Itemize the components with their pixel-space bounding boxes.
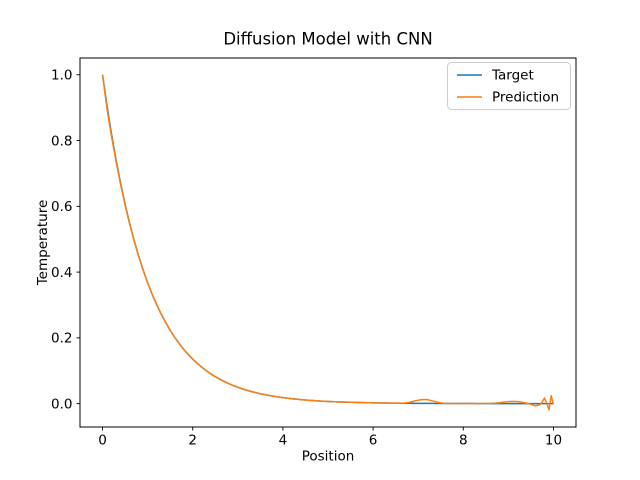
x-axis-ticks: 0 2 4 6 8 10 <box>98 427 562 449</box>
prediction-line <box>101 74 555 411</box>
y-tick-label: 0.6 <box>51 199 72 215</box>
y-tick-label: 0.4 <box>51 265 72 281</box>
y-tick-label: 0.2 <box>51 331 72 347</box>
legend: Target Prediction <box>447 62 571 110</box>
x-tick-label: 6 <box>369 433 378 449</box>
legend-target-label: Target <box>491 68 534 84</box>
y-tick-label: 0.0 <box>51 396 72 412</box>
x-tick-label: 4 <box>279 433 288 449</box>
x-tick-label: 2 <box>188 433 197 449</box>
x-axis-label: Position <box>302 449 355 465</box>
x-tick-label: 8 <box>459 433 468 449</box>
x-tick-label: 0 <box>98 433 107 449</box>
y-axis-label: Temperature <box>35 200 51 287</box>
chart-title: Diffusion Model with CNN <box>223 30 432 49</box>
y-tick-label: 0.8 <box>51 133 72 149</box>
legend-prediction-label: Prediction <box>492 90 559 106</box>
plot-area-border <box>79 57 577 428</box>
plot-series <box>101 74 555 411</box>
y-axis-ticks: 0.0 0.2 0.4 0.6 0.8 1.0 <box>51 68 80 412</box>
x-tick-label: 10 <box>545 433 562 449</box>
target-line <box>101 74 554 405</box>
y-tick-label: 1.0 <box>51 68 72 84</box>
